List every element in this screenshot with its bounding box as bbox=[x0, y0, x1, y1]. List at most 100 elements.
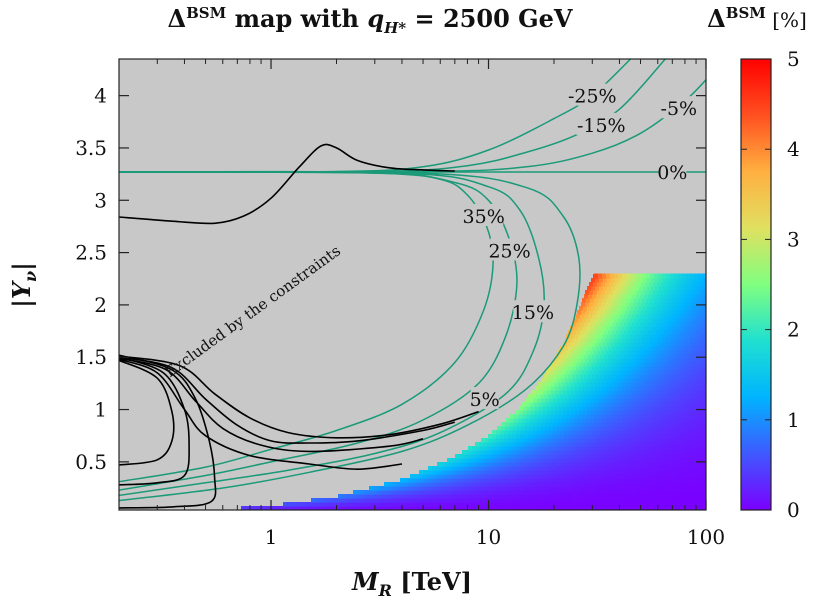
heat-cell bbox=[493, 438, 498, 443]
heat-cell bbox=[518, 450, 523, 455]
heat-cell bbox=[676, 314, 681, 319]
contour-label: -5% bbox=[661, 98, 698, 120]
heat-cell bbox=[669, 282, 674, 287]
heat-cell bbox=[548, 430, 553, 435]
heat-cell bbox=[489, 506, 494, 510]
heat-cell bbox=[601, 290, 606, 295]
heat-cell bbox=[573, 358, 578, 363]
heat-cell bbox=[621, 462, 626, 467]
heat-cell bbox=[606, 382, 611, 387]
y-tick-label: 2 bbox=[94, 293, 107, 317]
heat-cell bbox=[679, 406, 684, 411]
heat-cell bbox=[634, 382, 639, 387]
heat-cell bbox=[567, 390, 572, 395]
heat-cell bbox=[645, 358, 650, 363]
heat-cell bbox=[619, 410, 624, 415]
heat-cell bbox=[516, 478, 521, 483]
heat-cell bbox=[540, 482, 545, 487]
heat-cell bbox=[610, 414, 615, 419]
heat-cell bbox=[434, 474, 439, 479]
heat-cell bbox=[555, 502, 560, 507]
heat-cell bbox=[609, 490, 614, 495]
heat-cell bbox=[568, 434, 573, 439]
heat-cell bbox=[638, 402, 643, 407]
heat-cell bbox=[329, 506, 334, 510]
heat-cell bbox=[545, 422, 550, 427]
heat-cell bbox=[547, 502, 552, 507]
heat-cell bbox=[515, 458, 520, 463]
heat-cell bbox=[668, 346, 673, 351]
heat-cell bbox=[534, 402, 539, 407]
heat-cell bbox=[606, 370, 611, 375]
heat-cell bbox=[657, 490, 662, 495]
heat-cell bbox=[688, 346, 693, 351]
heat-cell bbox=[678, 382, 683, 387]
heat-cell bbox=[624, 294, 629, 299]
heat-cell bbox=[541, 422, 546, 427]
heat-cell bbox=[661, 490, 666, 495]
heat-cell bbox=[623, 454, 628, 459]
heat-cell bbox=[576, 366, 581, 371]
heat-cell bbox=[574, 350, 579, 355]
heat-cell bbox=[457, 462, 462, 467]
heat-cell bbox=[609, 462, 614, 467]
heat-cell bbox=[612, 482, 617, 487]
heat-cell bbox=[257, 506, 262, 510]
heat-cell bbox=[680, 466, 685, 471]
heat-cell bbox=[365, 490, 370, 495]
heat-cell bbox=[514, 474, 519, 479]
heat-cell bbox=[662, 334, 667, 339]
heat-cell bbox=[669, 310, 674, 315]
heat-cell bbox=[693, 302, 698, 307]
heat-cell bbox=[698, 494, 703, 499]
heat-cell bbox=[643, 406, 648, 411]
heat-cell bbox=[433, 506, 438, 510]
heat-cell bbox=[557, 486, 562, 491]
heat-cell bbox=[676, 322, 681, 327]
heat-cell bbox=[547, 498, 552, 503]
heat-cell bbox=[678, 334, 683, 339]
heat-cell bbox=[567, 470, 572, 475]
heat-cell bbox=[506, 450, 511, 455]
heat-cell bbox=[570, 474, 575, 479]
heat-cell bbox=[581, 302, 586, 307]
heat-cell bbox=[555, 410, 560, 415]
heat-cell bbox=[677, 302, 682, 307]
heat-cell bbox=[675, 278, 680, 283]
heat-cell bbox=[564, 366, 569, 371]
heat-cell bbox=[687, 442, 692, 447]
heat-cell bbox=[668, 482, 673, 487]
heat-cell bbox=[338, 494, 343, 499]
heat-cell bbox=[667, 386, 672, 391]
heat-cell bbox=[668, 430, 673, 435]
heat-cell bbox=[656, 346, 661, 351]
heat-cell bbox=[595, 470, 600, 475]
heat-cell bbox=[516, 446, 521, 451]
heat-cell bbox=[617, 422, 622, 427]
heat-cell bbox=[643, 286, 648, 291]
heat-cell bbox=[637, 462, 642, 467]
heat-cell bbox=[666, 334, 671, 339]
heat-cell bbox=[674, 318, 679, 323]
heat-cell bbox=[650, 450, 655, 455]
heat-cell bbox=[681, 302, 686, 307]
heat-cell bbox=[459, 502, 464, 507]
heat-cell bbox=[582, 350, 587, 355]
heat-cell bbox=[576, 322, 581, 327]
heat-cell bbox=[607, 286, 612, 291]
heat-cell bbox=[428, 478, 433, 483]
heat-cell bbox=[377, 506, 382, 510]
heat-cell bbox=[566, 370, 571, 375]
heat-cell bbox=[615, 406, 620, 411]
heat-cell bbox=[681, 358, 686, 363]
heat-cell bbox=[700, 434, 705, 439]
heat-cell bbox=[659, 442, 664, 447]
heat-cell bbox=[691, 410, 696, 415]
heat-cell bbox=[631, 454, 636, 459]
heat-cell bbox=[512, 434, 517, 439]
heat-cell bbox=[560, 374, 565, 379]
heat-cell bbox=[527, 502, 532, 507]
heat-cell bbox=[488, 482, 493, 487]
heat-cell bbox=[602, 418, 607, 423]
heat-cell bbox=[361, 506, 366, 510]
